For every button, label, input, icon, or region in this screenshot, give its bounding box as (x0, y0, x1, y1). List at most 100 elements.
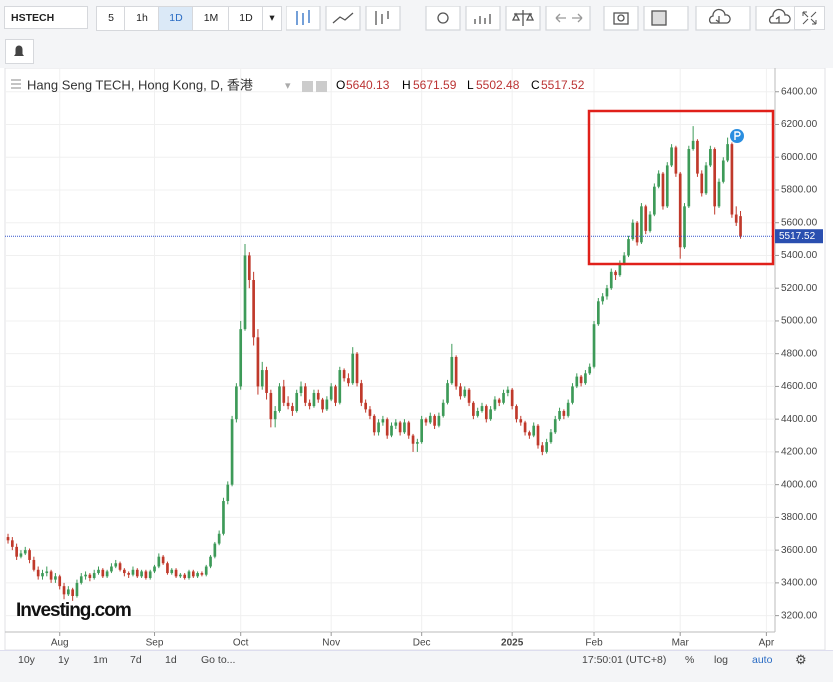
candle-body (635, 222, 639, 243)
range-button[interactable]: 1y (58, 654, 70, 666)
candle-body (609, 271, 613, 289)
candle-body (368, 409, 372, 416)
candle-body (243, 255, 247, 330)
candle-body (118, 563, 122, 570)
candle-body (329, 386, 333, 400)
candle-body (114, 563, 118, 567)
candle-body (187, 571, 191, 578)
candle-body (235, 386, 238, 420)
candle-body (424, 419, 428, 423)
candle-body (696, 140, 699, 174)
y-tick-label: 5400.00 (781, 250, 818, 261)
goto-button[interactable]: Go to... (201, 654, 236, 666)
legend-dropdown[interactable]: ▾ (285, 80, 291, 92)
range-button[interactable]: 1d (165, 654, 177, 666)
candle-body (519, 419, 523, 423)
candle-body (536, 425, 540, 446)
candle-body (601, 296, 604, 302)
legend-icon (11, 79, 21, 89)
candle-body (6, 537, 10, 541)
candle-body (428, 415, 432, 423)
candle-body (558, 410, 561, 420)
interval[interactable]: 1D (158, 6, 194, 31)
candle-body (135, 569, 139, 577)
candle-body (622, 255, 626, 264)
chart: Aug Sep Oct Nov Dec 2025 Feb Mar Apr 3200.00 3400.… (4, 68, 826, 650)
candle-body (49, 571, 53, 580)
symbol-box[interactable]: HSTECH (4, 6, 88, 29)
interval[interactable]: 5 (96, 6, 126, 31)
candle-body (308, 402, 311, 407)
candle-body (566, 402, 570, 416)
candle-body (416, 442, 419, 444)
y-tick-label: 3200.00 (781, 610, 818, 621)
candle-body (739, 216, 742, 237)
candle-body (657, 173, 660, 187)
candle-body (467, 389, 471, 403)
interval[interactable]: 1h (124, 6, 160, 31)
ohlc-label: O (336, 78, 345, 92)
range-button[interactable]: 1m (93, 654, 108, 666)
candle-body (553, 419, 557, 433)
candle-body (678, 173, 682, 248)
candle-body (579, 376, 583, 384)
event-marker-icon (734, 131, 741, 140)
ohlc-value: 5502.48 (476, 78, 520, 92)
candle-body (84, 574, 87, 577)
candle-body (584, 373, 587, 384)
candle-body (709, 149, 712, 166)
auto-toggle[interactable]: auto (752, 654, 773, 666)
y-tick-label: 5800.00 (781, 185, 818, 196)
candle-body (674, 147, 678, 174)
candle-body (131, 569, 135, 575)
highlight-box (587, 109, 775, 266)
candle-body (140, 571, 143, 577)
logo: Investing.com (16, 600, 131, 621)
candle-body (71, 589, 74, 596)
candle-body (170, 569, 174, 574)
candle-body (355, 353, 359, 384)
candle-body (239, 329, 243, 387)
range-button[interactable]: 7d (130, 654, 142, 666)
candle-body (454, 356, 458, 387)
candle-body (484, 406, 488, 420)
candle-body (446, 383, 449, 403)
toolbar-row (0, 36, 833, 68)
candle-body (571, 386, 574, 403)
candle-body (217, 533, 221, 544)
range-button[interactable]: 10y (18, 654, 35, 666)
candle-body (19, 553, 23, 557)
candle-body (614, 271, 617, 276)
legend-toggle[interactable] (316, 81, 327, 92)
candle-body (704, 165, 708, 194)
alert-button[interactable] (5, 39, 35, 65)
last-price-tag (775, 229, 823, 244)
candle-body (459, 386, 462, 397)
candle-body (161, 556, 165, 564)
candle-body (648, 214, 652, 231)
candle-body (28, 550, 31, 560)
candle-body (110, 566, 113, 572)
y-tick-label: 5200.00 (781, 283, 818, 294)
dropdown[interactable]: ▾ (262, 6, 282, 31)
interval[interactable]: 1D (228, 6, 264, 31)
log-toggle[interactable]: log (714, 654, 729, 666)
legend-toggle[interactable] (302, 81, 313, 92)
candle-body (377, 422, 380, 433)
toolbar-icons (286, 6, 811, 31)
settings-button[interactable]: ⚙ (795, 652, 807, 667)
candle-body (282, 386, 286, 403)
ohlc-label: C (531, 78, 540, 92)
last-price-label: 5517.52 (779, 231, 816, 242)
candle-body (58, 576, 62, 587)
candle-body (247, 255, 251, 281)
x-tick-label: Sep (146, 638, 164, 649)
y-tick-label: 6200.00 (781, 119, 818, 130)
y-tick-label: 4200.00 (781, 447, 818, 458)
candle-body (278, 386, 281, 411)
candle-body (480, 406, 484, 411)
fullscreen-icon[interactable] (794, 6, 828, 31)
candle-body (407, 422, 411, 436)
interval[interactable]: 1M (192, 6, 230, 31)
percent-toggle[interactable]: % (685, 654, 695, 666)
